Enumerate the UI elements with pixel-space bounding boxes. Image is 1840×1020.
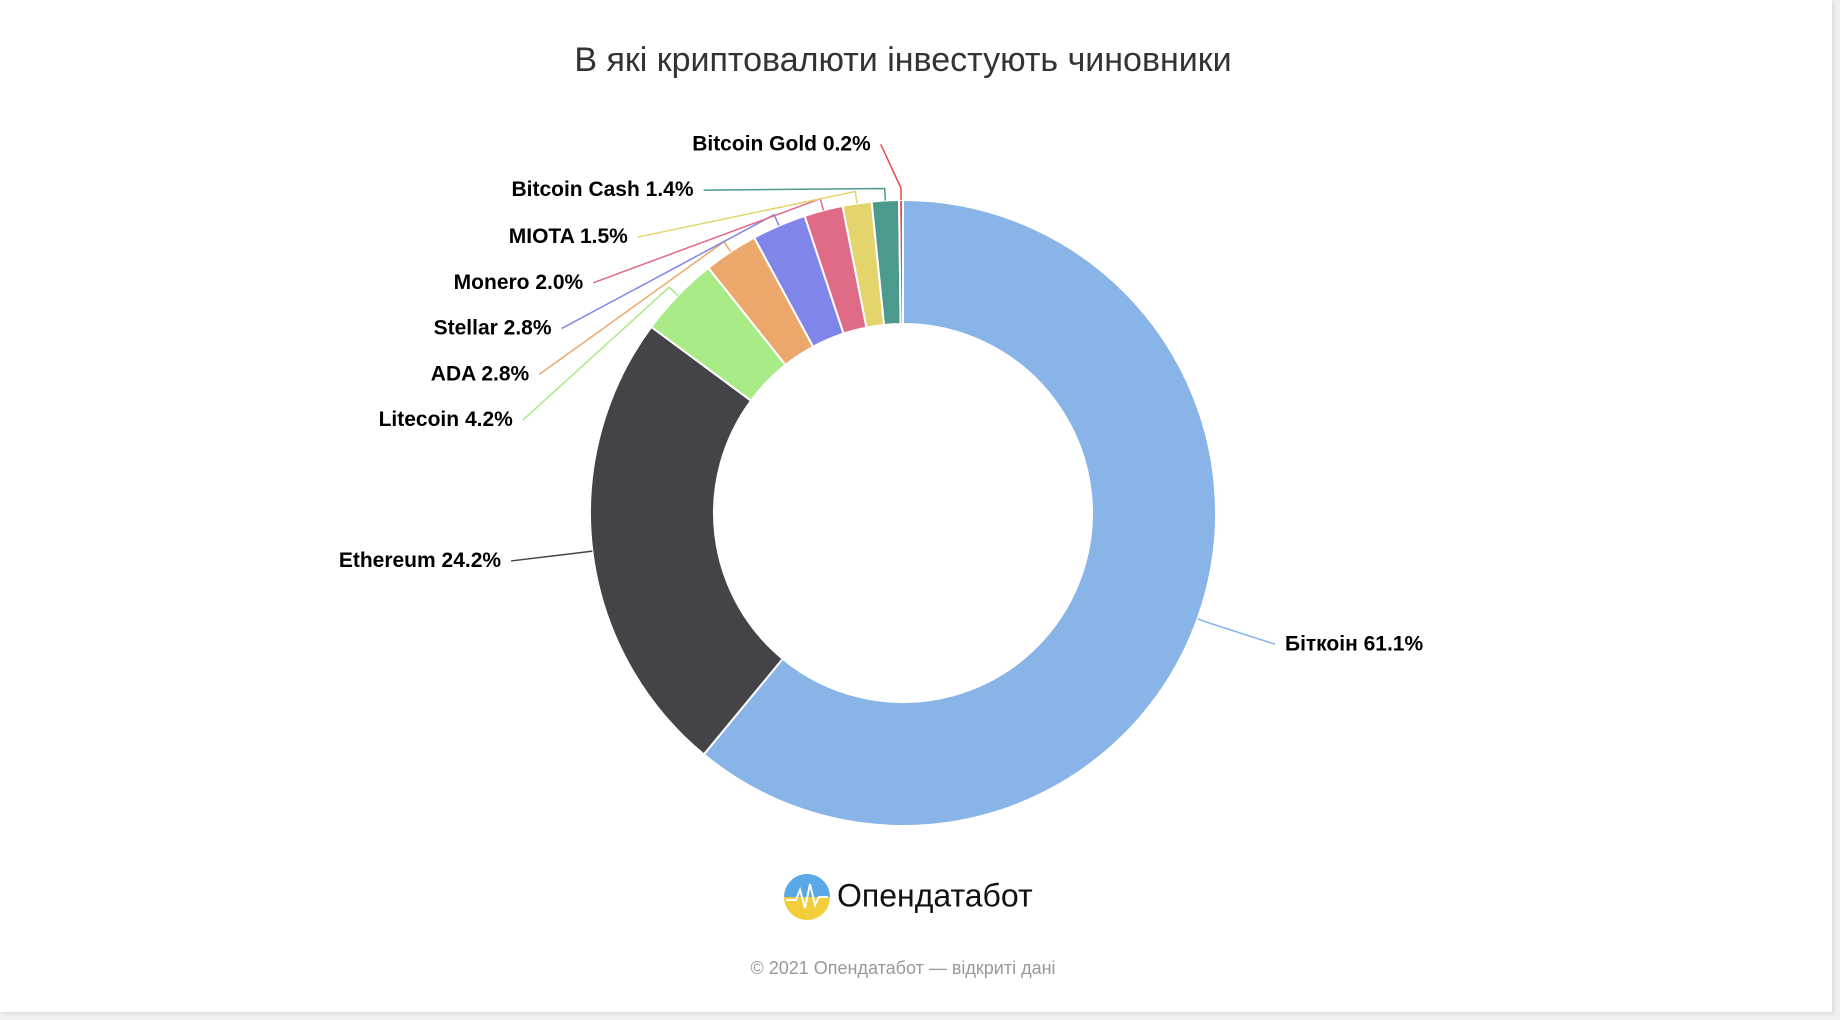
value-label: 2.8%: [481, 362, 529, 385]
slice: [589, 325, 785, 756]
category-name: Ethereum: [339, 548, 436, 571]
value-label: 1.4%: [646, 178, 694, 201]
category-name: ADA: [431, 362, 476, 385]
connector: [637, 190, 858, 238]
slice: [898, 198, 904, 326]
value-label: 2.8%: [504, 316, 552, 339]
category-name: Bitcoin Gold: [692, 132, 817, 155]
data-label: Bitcoin Gold 0.2%: [692, 132, 871, 155]
category-name: Monero: [454, 270, 530, 293]
logo-text: Опендатабот: [837, 877, 1033, 913]
connector: [522, 286, 679, 421]
footer: © 2021 Опендатабот — відкриті дані: [750, 958, 1055, 978]
value-label: 1.5%: [580, 225, 628, 248]
connector: [510, 550, 593, 562]
slice: [702, 198, 1217, 827]
value-label: 0.2%: [823, 132, 871, 155]
data-label: Bitcoin Cash 1.4%: [511, 178, 693, 201]
value-label: 4.2%: [465, 408, 513, 431]
connector: [1197, 618, 1276, 645]
connector: [561, 213, 780, 330]
connector: [703, 187, 887, 201]
category-name: Bitcoin Cash: [511, 178, 639, 201]
connector: [880, 144, 902, 201]
value-label: 61.1%: [1364, 632, 1424, 655]
data-label: Ethereum 24.2%: [339, 548, 502, 571]
category-name: MIOTA: [509, 225, 575, 248]
logo-pulse: [786, 883, 828, 909]
data-label: Monero 2.0%: [454, 270, 584, 293]
category-name: Stellar: [434, 316, 498, 339]
value-label: 2.0%: [535, 270, 583, 293]
logo: Опендатабот: [784, 874, 1033, 920]
data-label: Stellar 2.8%: [434, 316, 552, 339]
data-label: Біткоін 61.1%: [1285, 632, 1424, 655]
category-name: Litecoin: [379, 408, 460, 431]
category-name: Біткоін: [1285, 632, 1358, 655]
data-label: ADA 2.8%: [431, 362, 530, 385]
data-label: MIOTA 1.5%: [509, 225, 628, 248]
chart-title: В які криптовалюти інвестують чиновники: [574, 41, 1231, 79]
data-label: Litecoin 4.2%: [379, 408, 514, 431]
value-label: 24.2%: [442, 548, 502, 571]
